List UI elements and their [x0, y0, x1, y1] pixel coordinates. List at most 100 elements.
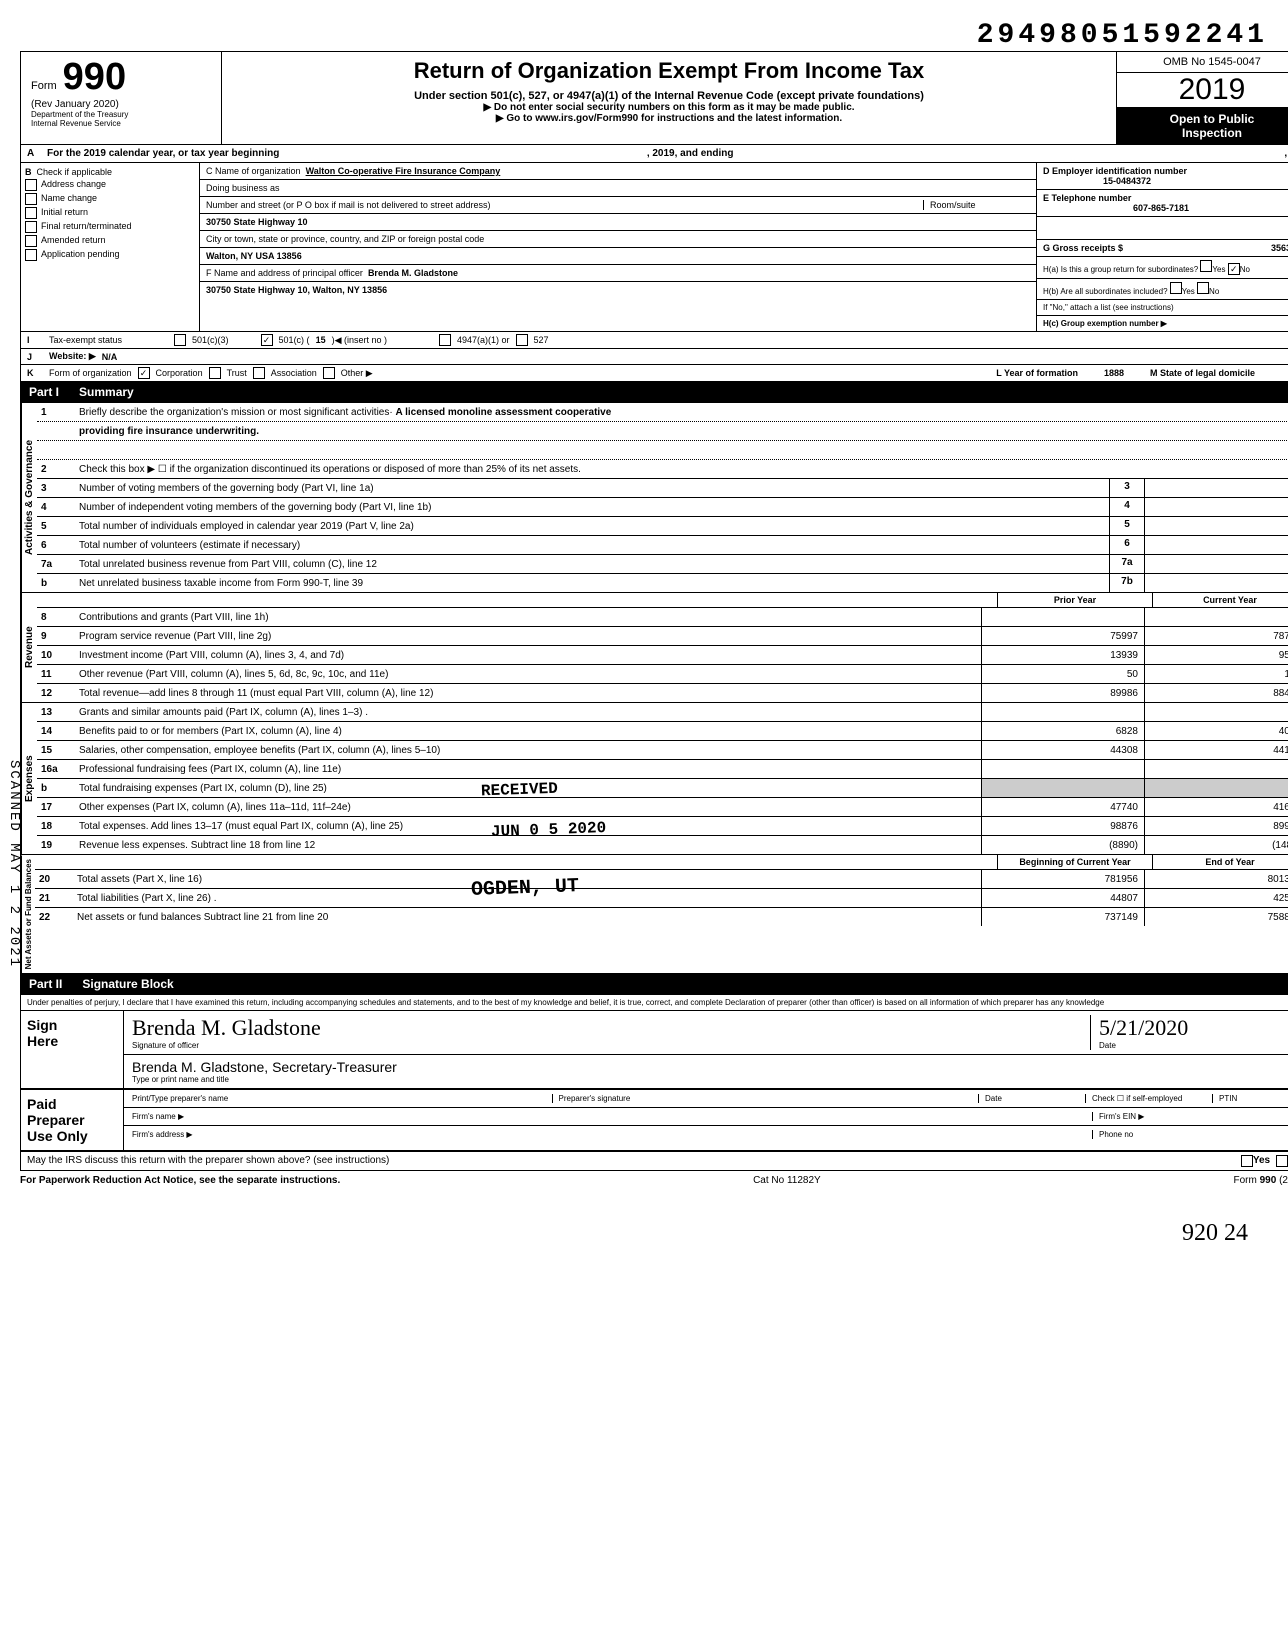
- checkbox-final-return[interactable]: [25, 221, 37, 233]
- irs: Internal Revenue Service: [31, 119, 211, 128]
- chk-label: Final return/terminated: [41, 221, 132, 233]
- line-a-text2: , 2019, and ending: [279, 148, 1101, 159]
- handwritten-note: 920 24: [20, 1220, 1288, 1247]
- row-current: 42561: [1144, 889, 1288, 907]
- m-label: M State of legal domicile: [1150, 368, 1255, 378]
- form-number: 990: [63, 56, 126, 99]
- row-prior: 781956: [981, 870, 1144, 888]
- ein: 15-0484372: [1043, 176, 1151, 186]
- checkbox-initial-return[interactable]: [25, 207, 37, 219]
- no-label: No: [1209, 287, 1219, 296]
- row-current: 801396: [1144, 870, 1288, 888]
- footer-left: For Paperwork Reduction Act Notice, see …: [20, 1175, 340, 1186]
- checkbox-hb-yes[interactable]: [1170, 282, 1182, 294]
- 501c-num: 15: [316, 335, 326, 345]
- checkbox-application-pending[interactable]: [25, 249, 37, 261]
- row-current: 4056: [1144, 722, 1288, 740]
- checkbox-501c3[interactable]: [174, 334, 186, 346]
- form-note1: ▶ Do not enter social security numbers o…: [232, 102, 1106, 113]
- row-prior: 75997: [981, 627, 1144, 645]
- line7a-box: 7a: [1109, 555, 1144, 573]
- preparer-name-label: Print/Type preparer's name: [132, 1094, 552, 1103]
- row-num: 19: [37, 838, 75, 853]
- row-prior: 737149: [981, 908, 1144, 926]
- row-current: [1144, 779, 1288, 797]
- checkbox-discuss-no[interactable]: [1276, 1155, 1288, 1167]
- checkbox-assoc[interactable]: [253, 367, 265, 379]
- row-prior: 50: [981, 665, 1144, 683]
- governance-label: Activities & Governance: [21, 403, 37, 592]
- line1-desc: Briefly describe the organization's miss…: [79, 407, 393, 418]
- firm-ein-label: Firm's EIN ▶: [1092, 1112, 1288, 1121]
- signature: Brenda M. Gladstone: [132, 1015, 1090, 1041]
- checkbox-corp[interactable]: ✓: [138, 367, 150, 379]
- line4-val: 9: [1144, 498, 1288, 516]
- paid-label2: Preparer: [27, 1112, 117, 1128]
- 501c-close: )◀ (insert no ): [332, 335, 387, 346]
- row-prior: 6828: [981, 722, 1144, 740]
- row-current: 9556: [1144, 646, 1288, 664]
- row-num: 17: [37, 800, 75, 815]
- yes-label: Yes: [1212, 265, 1225, 274]
- chk-label: Application pending: [41, 249, 120, 261]
- row-prior: [981, 608, 1144, 626]
- chk-label: Amended return: [41, 235, 106, 247]
- checkbox-other[interactable]: [323, 367, 335, 379]
- prior-year-header: Prior Year: [997, 593, 1152, 607]
- row-num: 13: [37, 705, 75, 720]
- checkbox-name-change[interactable]: [25, 193, 37, 205]
- checkbox-address-change[interactable]: [25, 179, 37, 191]
- checkbox-ha-yes[interactable]: [1200, 260, 1212, 272]
- checkbox-discuss-yes[interactable]: [1241, 1155, 1253, 1167]
- line7b-val: 0: [1144, 574, 1288, 592]
- room-label: Room/suite: [923, 200, 1030, 210]
- checkbox-trust[interactable]: [209, 367, 221, 379]
- no-label: No: [1240, 265, 1250, 274]
- checkbox-501c[interactable]: ✓: [261, 334, 273, 346]
- 501c3-label: 501(c)(3): [192, 335, 229, 345]
- checkbox-amended[interactable]: [25, 235, 37, 247]
- printed-name-label: Type or print name and title: [132, 1075, 1288, 1084]
- checkbox-hb-no[interactable]: [1197, 282, 1209, 294]
- row-current: 758835: [1144, 908, 1288, 926]
- row-current: (1486): [1144, 836, 1288, 854]
- checkbox-ha-no[interactable]: ✓: [1228, 263, 1240, 275]
- discuss-row: May the IRS discuss this return with the…: [20, 1152, 1288, 1171]
- sign-date: 5/21/2020: [1099, 1015, 1288, 1041]
- signature-label: Signature of officer: [132, 1041, 1090, 1050]
- line5-val: 3: [1144, 517, 1288, 535]
- discuss-text: May the IRS discuss this return with the…: [27, 1155, 1241, 1167]
- row-desc: Program service revenue (Part VIII, line…: [75, 629, 981, 644]
- col-b-label: B: [25, 167, 32, 177]
- ha-label: H(a) Is this a group return for subordin…: [1043, 265, 1198, 274]
- document-number: 29498051592241: [20, 20, 1288, 51]
- assoc-label: Association: [271, 368, 317, 378]
- row-num: 18: [37, 819, 75, 834]
- row-prior: (8890): [981, 836, 1144, 854]
- chk-label: Name change: [41, 193, 97, 205]
- checkbox-527[interactable]: [516, 334, 528, 346]
- row-num: 10: [37, 648, 75, 663]
- line6-desc: Total number of volunteers (estimate if …: [75, 538, 1109, 553]
- gross-receipts: 356351: [1271, 243, 1288, 253]
- row-prior: 13939: [981, 646, 1144, 664]
- row-desc: Grants and similar amounts paid (Part IX…: [75, 705, 981, 720]
- row-desc: Contributions and grants (Part VIII, lin…: [75, 610, 981, 625]
- form-prefix: Form: [31, 80, 57, 92]
- line7b-desc: Net unrelated business taxable income fr…: [75, 576, 1109, 591]
- addr-label: Number and street (or P O box if mail is…: [206, 200, 923, 210]
- line1-val2: providing fire insurance underwriting.: [75, 424, 1288, 439]
- received-stamp: RECEIVED: [481, 780, 558, 801]
- ifno-label: If "No," attach a list (see instructions…: [1043, 303, 1174, 312]
- part1-label: Part I: [29, 385, 59, 399]
- i-label: I: [27, 335, 43, 345]
- city: Walton, NY USA 13856: [206, 251, 302, 261]
- omb-number: OMB No 1545-0047: [1117, 52, 1288, 73]
- website-value: N/A: [102, 352, 118, 362]
- checkbox-4947[interactable]: [439, 334, 451, 346]
- line6-val: 0: [1144, 536, 1288, 554]
- row-num: 16a: [37, 762, 75, 777]
- part1-title: Summary: [79, 385, 134, 399]
- row-desc: Investment income (Part VIII, column (A)…: [75, 648, 981, 663]
- 527-label: 527: [534, 335, 549, 345]
